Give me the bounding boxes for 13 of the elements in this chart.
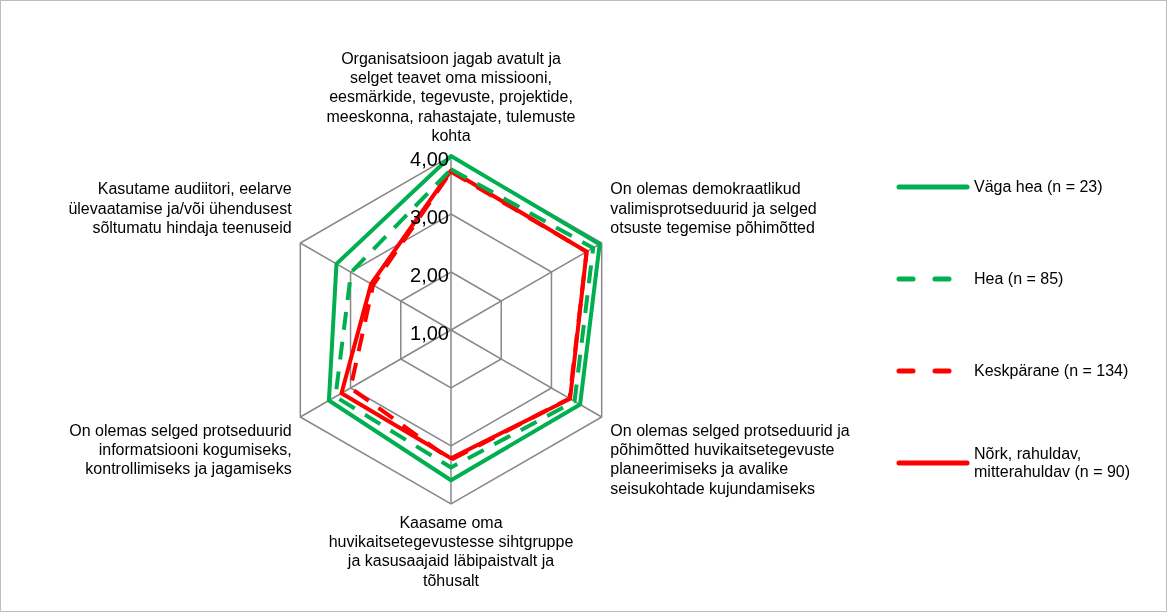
spoke-label: On olemas demokraatlikud valimisprotseduurid ja selged otsuste tegemise põhimõtted xyxy=(610,180,817,236)
legend-label: Nõrk, rahuldav, mitterahuldav (n = 90) xyxy=(974,445,1132,481)
legend-label: Hea (n = 85) xyxy=(974,270,1064,288)
spoke-label: On olemas selged protseduurid informatsiooni kogumiseks, kontrollimiseks ja jagamiseks xyxy=(69,422,292,478)
spoke-label: Organisatsioon jagab avatult ja selget teavet oma missiooni, eesmärkide, tegevuste, projektide, meeskonna, rahastajate, tulemuste kohta xyxy=(326,50,576,144)
y-tick-label: 4,00 xyxy=(410,147,449,170)
y-tick-label: 1,00 xyxy=(410,321,449,344)
spoke-label: Kasutame audiitori, eelarve ülevaatamise ja/või ühendusest sõltumatu hindaja teenuseid xyxy=(68,180,293,236)
y-tick-label: 2,00 xyxy=(410,263,449,286)
spoke-label: Kaasame oma huvikaitsetegevustesse sihtgruppe ja kasusaajaid läbipaistvalt ja tõhusalt xyxy=(328,514,574,589)
legend-label: Väga hea (n = 23) xyxy=(974,178,1103,196)
spoke-label: On olemas selged protseduurid ja põhimõtted huvikaitsetegevuste planeerimiseks ja avalike seisukohtade kujundamiseks xyxy=(610,422,850,497)
legend-label: Keskpärane (n = 134) xyxy=(974,362,1129,380)
